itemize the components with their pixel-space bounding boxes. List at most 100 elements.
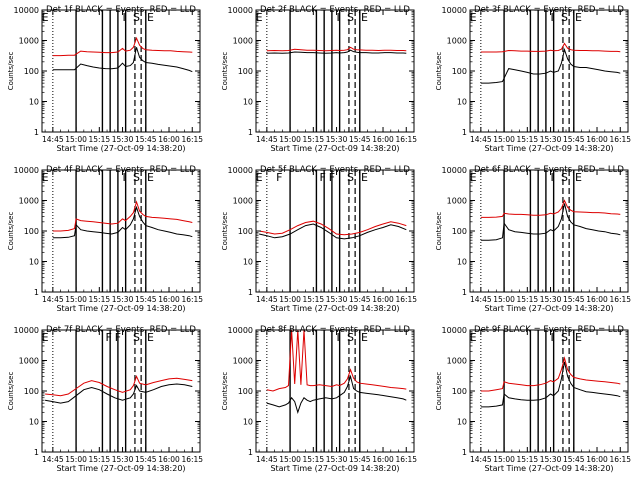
x-tick-label: 16:15 xyxy=(181,455,203,464)
x-tick-label: 15:15 xyxy=(303,135,325,144)
x-tick-label: 15:30 xyxy=(540,135,562,144)
interval-marker-e: E xyxy=(147,331,154,344)
interval-marker-s: S xyxy=(133,171,140,184)
series-line-lld xyxy=(259,220,407,236)
plot-frame xyxy=(41,329,201,453)
x-axis-label: Start Time (27-Oct-09 14:38:20) xyxy=(270,144,399,153)
y-tick-label: 100 xyxy=(452,227,467,236)
x-tick-label: 15:45 xyxy=(349,295,371,304)
x-tick-label: 16:00 xyxy=(586,295,608,304)
panel-title: Det 5f BLACK = Events, RED = LLD xyxy=(260,165,410,175)
interval-marker-e: E xyxy=(361,11,368,24)
chart-panel-4: 1 10 100 1000 10000 14:45 15:00 15:15 15:30 15:45… xyxy=(7,165,203,313)
series-line-events xyxy=(480,203,621,241)
y-tick-label: 100 xyxy=(24,67,39,76)
series-line-events xyxy=(266,49,407,54)
chart-panel-9: 1 10 100 1000 10000 14:45 15:00 15:15 15:30 15:45… xyxy=(435,325,631,473)
x-tick-label: 16:00 xyxy=(586,455,608,464)
series-line-events xyxy=(266,374,407,414)
interval-marker-i: I xyxy=(122,11,125,24)
y-tick-label: 10 xyxy=(457,418,467,427)
y-tick-label: 1 xyxy=(462,448,467,457)
x-tick-label: 15:00 xyxy=(65,295,87,304)
panel-title: Det 9f BLACK = Events, RED = LLD xyxy=(474,325,624,335)
y-tick-label: 10000 xyxy=(228,6,253,15)
plot-frame xyxy=(469,329,629,453)
series-line-lld xyxy=(266,46,407,52)
plot-frame xyxy=(255,329,415,453)
series-line-events xyxy=(258,223,407,240)
series-line-events xyxy=(45,383,193,404)
y-tick-label: 100 xyxy=(452,67,467,76)
plot-frame xyxy=(41,9,201,133)
y-axis-label: Counts/sec xyxy=(7,52,15,91)
x-tick-label: 14:45 xyxy=(470,135,492,144)
y-tick-label: 10000 xyxy=(442,326,467,335)
y-tick-label: 1000 xyxy=(233,357,253,366)
plot-frame xyxy=(255,169,415,293)
interval-marker-s: S xyxy=(561,171,568,184)
x-tick-label: 16:00 xyxy=(158,295,180,304)
interval-marker-e: E xyxy=(470,171,477,184)
x-tick-label: 15:00 xyxy=(493,295,515,304)
panel-title: Det 8f BLACK = Events, RED = LLD xyxy=(260,325,410,335)
y-tick-label: 10000 xyxy=(228,326,253,335)
chart-panel-1: 1 10 100 1000 10000 14:45 15:00 15:15 15:30 15:45… xyxy=(7,5,203,153)
chart-panel-6: 1 10 100 1000 10000 14:45 15:00 15:15 15:30 15:45… xyxy=(435,165,631,313)
series-line-events xyxy=(52,47,193,73)
y-tick-label: 10000 xyxy=(228,166,253,175)
interval-marker-e: E xyxy=(42,11,49,24)
x-tick-label: 16:00 xyxy=(372,295,394,304)
x-tick-label: 15:15 xyxy=(517,135,539,144)
y-tick-label: 10 xyxy=(29,418,39,427)
y-tick-label: 10000 xyxy=(442,166,467,175)
x-tick-label: 15:00 xyxy=(493,135,515,144)
y-axis-label: Counts/sec xyxy=(435,372,443,411)
interval-marker-f: F xyxy=(276,171,282,184)
x-tick-label: 15:15 xyxy=(517,295,539,304)
y-tick-label: 1 xyxy=(248,128,253,137)
interval-marker-e: E xyxy=(575,331,582,344)
x-tick-label: 15:15 xyxy=(89,135,111,144)
x-tick-label: 15:00 xyxy=(279,295,301,304)
panel-title: Det 4f BLACK = Events, RED = LLD xyxy=(46,165,196,175)
y-axis-label: Counts/sec xyxy=(221,212,229,251)
y-tick-label: 1000 xyxy=(447,37,467,46)
x-tick-label: 15:00 xyxy=(279,135,301,144)
y-axis-label: Counts/sec xyxy=(221,372,229,411)
y-axis-label: Counts/sec xyxy=(435,52,443,91)
y-tick-label: 10000 xyxy=(14,6,39,15)
interval-marker-e: E xyxy=(147,11,154,24)
x-axis-label: Start Time (27-Oct-09 14:38:20) xyxy=(484,464,613,473)
y-tick-label: 100 xyxy=(238,387,253,396)
x-tick-label: 15:15 xyxy=(303,455,325,464)
y-tick-label: 1000 xyxy=(233,197,253,206)
series-line-events xyxy=(480,361,621,408)
x-tick-label: 16:15 xyxy=(395,135,417,144)
panel-title: Det 7f BLACK = Events, RED = LLD xyxy=(46,325,196,335)
x-tick-label: 16:15 xyxy=(395,455,417,464)
interval-marker-s: S xyxy=(133,331,140,344)
interval-marker-i: I xyxy=(122,171,125,184)
chart-panel-8: 1 10 100 1000 10000 14:45 15:00 15:15 15:30 15:45… xyxy=(221,325,417,473)
series-line-events xyxy=(480,47,621,84)
x-tick-label: 16:00 xyxy=(372,135,394,144)
interval-marker-e: E xyxy=(575,11,582,24)
x-tick-label: 15:45 xyxy=(135,135,157,144)
chart-panel-2: 1 10 100 1000 10000 14:45 15:00 15:15 15:30 15:45… xyxy=(221,5,417,153)
interval-marker-e: E xyxy=(256,11,263,24)
series-line-events xyxy=(52,205,193,239)
interval-marker-i: I xyxy=(336,331,339,344)
interval-marker-i: I xyxy=(550,171,553,184)
x-tick-label: 15:45 xyxy=(349,455,371,464)
y-tick-label: 100 xyxy=(24,387,39,396)
x-tick-label: 15:15 xyxy=(89,455,111,464)
series-line-lld xyxy=(45,375,193,397)
x-axis-label: Start Time (27-Oct-09 14:38:20) xyxy=(56,144,185,153)
y-tick-label: 1000 xyxy=(19,197,39,206)
x-tick-label: 15:00 xyxy=(493,455,515,464)
interval-marker-f: F xyxy=(115,331,121,344)
y-tick-label: 1 xyxy=(248,288,253,297)
y-tick-label: 10 xyxy=(243,98,253,107)
x-tick-label: 15:15 xyxy=(303,295,325,304)
